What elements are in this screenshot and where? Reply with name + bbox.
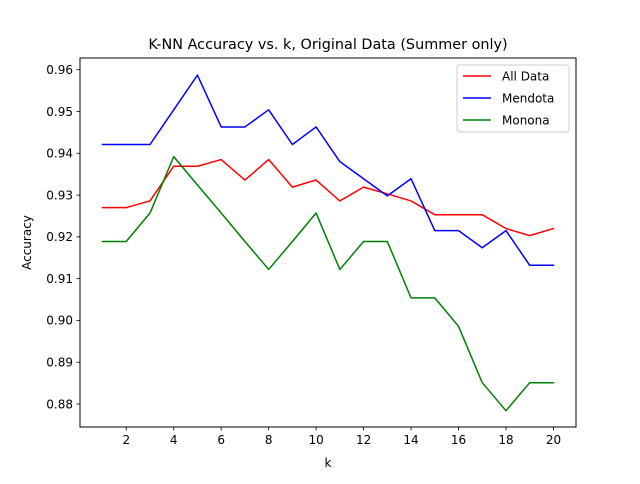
series-line-monona	[101, 155, 555, 412]
legend: All Data Mendota Monona	[456, 64, 570, 133]
y-tick-label: 0.94	[46, 147, 73, 161]
x-tick-label: 4	[170, 433, 178, 447]
x-tick-label: 8	[265, 433, 273, 447]
legend-label-monona: Monona	[502, 113, 550, 127]
legend-label-mendota: Mendota	[502, 91, 554, 105]
x-tick-label: 16	[451, 433, 466, 447]
y-tick-label: 0.90	[46, 314, 73, 328]
chart-title: K-NN Accuracy vs. k, Original Data (Summ…	[148, 37, 507, 53]
y-tick-label: 0.88	[46, 397, 73, 411]
x-axis-ticks: 2 4 6 8 10 12 14 16 18 20	[122, 427, 561, 447]
x-tick-label: 20	[546, 433, 561, 447]
x-tick-label: 2	[122, 433, 130, 447]
plot-frame	[79, 57, 577, 428]
y-tick-label: 0.96	[46, 63, 73, 77]
x-tick-label: 12	[356, 433, 371, 447]
x-axis-label: k	[325, 456, 332, 470]
y-tick-label: 0.95	[46, 105, 73, 119]
legend-box	[456, 64, 570, 133]
series-line-all-data	[101, 158, 555, 237]
x-tick-label: 6	[217, 433, 225, 447]
y-axis-label: Accuracy	[20, 215, 34, 270]
y-tick-label: 0.92	[46, 230, 73, 244]
plot-series	[101, 74, 555, 412]
x-tick-label: 10	[308, 433, 323, 447]
x-tick-label: 14	[403, 433, 418, 447]
legend-label-all-data: All Data	[502, 69, 549, 83]
y-tick-label: 0.93	[46, 188, 73, 202]
series-line-mendota	[101, 74, 555, 267]
x-tick-label: 18	[498, 433, 513, 447]
y-tick-label: 0.91	[46, 272, 73, 286]
y-axis-ticks: 0.88 0.89 0.90 0.91 0.92 0.93 0.94 0.95 0.96	[46, 63, 80, 411]
y-tick-label: 0.89	[46, 356, 73, 370]
